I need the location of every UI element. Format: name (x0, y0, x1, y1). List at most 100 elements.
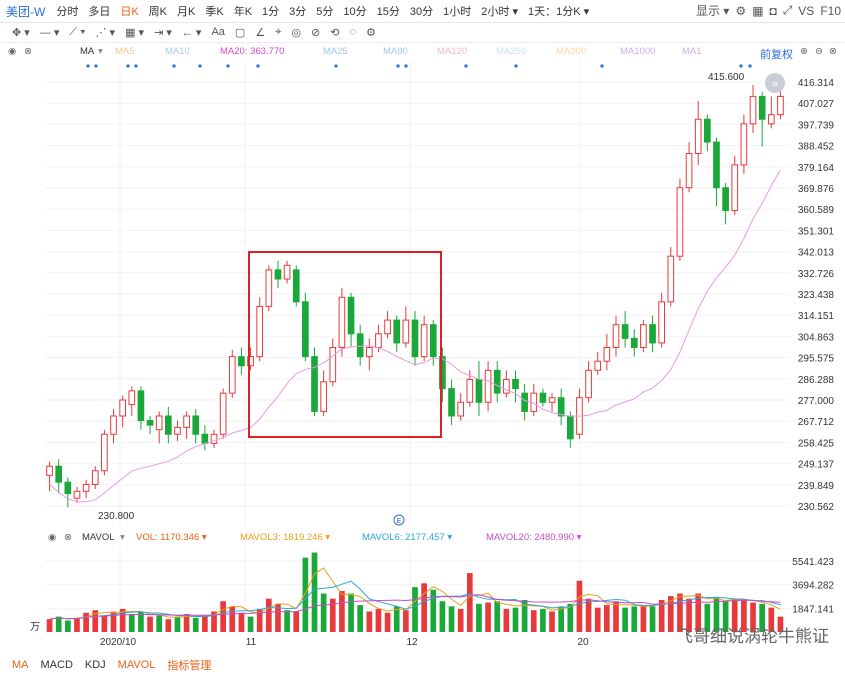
candle-body[interactable] (256, 305, 264, 358)
candle-body[interactable] (137, 390, 145, 422)
volume-bar[interactable] (55, 616, 62, 632)
candle-body[interactable] (685, 152, 693, 189)
volume-bar[interactable] (192, 617, 199, 632)
candle-body[interactable] (630, 337, 638, 348)
expand-icon[interactable]: ⤢ (782, 3, 793, 17)
candle-body[interactable] (183, 415, 190, 428)
volume-bar[interactable] (83, 612, 89, 632)
candle-body[interactable] (548, 397, 556, 403)
candlestick-chart[interactable]: 416.314 407.027 397.739 388.452 379.164 369.8… (0, 60, 845, 530)
candle-body[interactable] (758, 95, 766, 120)
ma-legend-item[interactable]: MA300 (556, 46, 587, 57)
candle-body[interactable] (621, 324, 629, 339)
volume-bar[interactable] (339, 591, 345, 632)
zoom-in-icon[interactable]: ⊕ (800, 46, 808, 57)
period-tab[interactable]: 15分 (376, 6, 400, 18)
volume-bar[interactable] (65, 620, 71, 632)
candle-body[interactable] (302, 301, 309, 358)
candle-body[interactable] (603, 346, 611, 362)
volume-bar[interactable] (238, 612, 245, 632)
candle-body[interactable] (110, 415, 117, 435)
candle-body[interactable] (429, 324, 437, 358)
volume-bar[interactable] (549, 611, 555, 633)
volume-bar[interactable] (640, 605, 647, 632)
volume-bar[interactable] (320, 593, 327, 632)
drawing-tool-icon[interactable]: ▦ ▾ (125, 26, 145, 39)
settings-icon[interactable]: ⚙ (735, 3, 747, 18)
candle-body[interactable] (503, 378, 510, 394)
volume-bar[interactable] (476, 603, 482, 632)
volume-bar[interactable] (466, 573, 473, 632)
indicator-tab[interactable]: 指标管理 (167, 660, 212, 672)
candle-body[interactable] (329, 346, 337, 383)
volume-bar[interactable] (558, 606, 565, 632)
event-marker[interactable] (172, 64, 176, 68)
volume-bar[interactable] (138, 611, 144, 633)
candle-body[interactable] (466, 378, 474, 403)
candle-body[interactable] (448, 388, 455, 417)
volume-bar[interactable] (311, 552, 318, 632)
candle-body[interactable] (347, 296, 355, 335)
volume-bar[interactable] (713, 597, 720, 632)
volume-bar[interactable] (92, 610, 99, 632)
candle-body[interactable] (612, 324, 620, 348)
period-tab[interactable]: 多日 (88, 6, 111, 18)
volume-bar[interactable] (658, 599, 665, 632)
vs-button[interactable]: VS (798, 3, 815, 18)
candle-body[interactable] (338, 296, 346, 348)
volume-bar[interactable] (348, 593, 354, 632)
candle-body[interactable] (475, 378, 483, 403)
drawing-tool-icon[interactable]: ◎ (291, 26, 301, 39)
volume-bar[interactable] (393, 606, 400, 632)
volume-bar[interactable] (457, 608, 464, 632)
volume-bar[interactable] (265, 598, 272, 632)
display-dropdown[interactable]: 显示 ▾ (695, 4, 730, 18)
volume-bar[interactable] (293, 611, 300, 633)
indicator-tab[interactable]: MACD (40, 659, 73, 671)
volume-bar[interactable] (101, 615, 108, 632)
drawing-tool-icon[interactable]: ⚙ (365, 26, 376, 39)
volume-bar[interactable] (485, 602, 491, 632)
drawing-tool-icon[interactable]: ⊘ (311, 26, 321, 39)
vol-legend-item[interactable]: MAVOL3: 1819.246 ▾ (240, 532, 331, 543)
drawing-tool-icon[interactable]: ⌖ (275, 25, 282, 38)
candle-body[interactable] (219, 392, 227, 435)
volume-bar[interactable] (731, 598, 738, 632)
candle-body[interactable] (356, 333, 364, 358)
event-marker[interactable] (600, 64, 604, 68)
candle-body[interactable] (64, 481, 72, 495)
double-chevron-icon[interactable]: » (772, 78, 778, 90)
ma-legend-item[interactable]: MA20: 363.770 (220, 46, 285, 57)
drawing-tool-icon[interactable]: ⟲ (330, 26, 340, 39)
event-e-marker[interactable] (393, 514, 405, 526)
chevron-down-icon[interactable]: ▾ (120, 532, 125, 543)
eye-icon[interactable]: ◉ (8, 46, 17, 57)
candle-body[interactable] (292, 269, 300, 303)
volume-bar[interactable] (110, 611, 117, 633)
period-tab[interactable]: 1分 (262, 6, 280, 18)
close-icon[interactable]: ⊗ (64, 532, 72, 543)
drawing-tool-icon[interactable]: — ▾ (39, 26, 60, 39)
ma-legend-item[interactable]: MA5 (115, 46, 135, 57)
volume-bar[interactable] (704, 603, 711, 632)
candle-body[interactable] (676, 187, 684, 257)
candle-body[interactable] (767, 114, 775, 125)
event-marker[interactable] (404, 64, 408, 68)
event-marker[interactable] (748, 64, 752, 68)
period-tab[interactable]: 月K (177, 6, 196, 18)
volume-bar[interactable] (74, 617, 80, 632)
candle-body[interactable] (594, 360, 602, 371)
candle-body[interactable] (101, 433, 108, 472)
event-marker[interactable] (226, 64, 230, 68)
drawing-tool-icon[interactable]: ⟋ ▾ (69, 25, 86, 38)
volume-bar[interactable] (147, 616, 153, 632)
drawing-tool-icon[interactable]: ← ▾ (181, 26, 202, 39)
candle-body[interactable] (393, 319, 401, 344)
volume-bar[interactable] (183, 614, 190, 632)
candle-body[interactable] (667, 255, 675, 303)
ma-legend-item[interactable]: MA250 (496, 46, 527, 57)
candle-body[interactable] (46, 465, 53, 476)
drawing-tool-icon[interactable]: ⋰ ▾ (95, 26, 116, 39)
event-marker[interactable] (86, 64, 90, 68)
volume-bar[interactable] (649, 606, 656, 632)
